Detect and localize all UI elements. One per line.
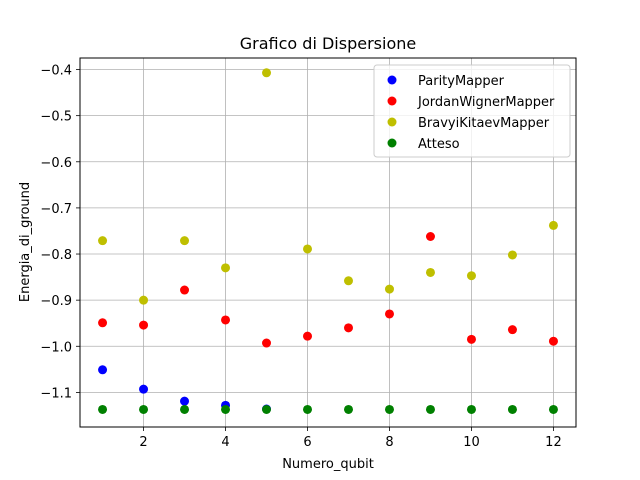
legend-entry: JordanWignerMapper [417,95,555,110]
data-points [98,68,558,414]
data-point [221,263,231,273]
x-tick-label: 12 [545,435,562,450]
data-point [384,404,394,414]
y-tick-label: −1.1 [40,386,72,401]
y-tick-label: −0.8 [40,248,72,263]
data-point [180,285,190,295]
legend-marker [387,138,397,148]
series-atteso [98,404,558,414]
data-point [548,404,558,414]
x-tick-label: 6 [303,435,311,450]
x-axis: 2 4 6 8 10 12 [139,427,562,450]
data-point [507,404,517,414]
data-point [98,404,108,414]
data-point [343,323,353,333]
legend-box [373,64,571,158]
series-jordanwignermapper [98,232,558,348]
data-point [180,404,190,414]
data-point [303,244,313,254]
data-point [98,236,108,246]
legend-marker [387,75,397,85]
data-point [466,271,476,281]
x-tick-label: 10 [463,435,480,450]
data-point [425,404,435,414]
y-tick-label: −0.5 [40,110,72,125]
x-tick-label: 4 [221,435,229,450]
data-point [139,384,149,394]
chart-title: Grafico di Dispersione [240,34,416,53]
y-tick-label: −1.0 [40,340,72,355]
legend-entry: ParityMapper [418,74,505,89]
legend-entry: BravyiKitaevMapper [418,116,550,131]
data-point [384,284,394,294]
series-bravyikitaevmapper [98,68,558,305]
legend: ParityMapper JordanWignerMapper BravyiKita… [373,64,571,158]
plot-area-frame [79,57,577,428]
x-tick-label: 8 [385,435,393,450]
data-point [425,267,435,277]
data-point [221,404,231,414]
data-point [98,318,108,328]
data-point [98,365,108,375]
data-point [139,320,149,330]
data-point [139,295,149,305]
grid [80,58,576,427]
data-point [180,396,190,406]
data-point [507,325,517,335]
data-point [425,232,435,242]
legend-marker [387,117,397,127]
y-tick-label: −0.4 [40,64,72,79]
y-axis-label: Energia_di_ground [18,182,33,302]
data-point [262,338,272,348]
data-point [343,404,353,414]
data-point [466,404,476,414]
y-tick-label: −0.9 [40,294,72,309]
data-point [262,68,272,78]
data-point [180,236,190,246]
legend-marker [387,96,397,106]
data-point [221,315,231,325]
data-point [139,404,149,414]
data-point [303,331,313,341]
data-point [384,309,394,319]
legend-entry: Atteso [418,137,460,152]
x-tick-label: 2 [139,435,147,450]
y-tick-label: −0.7 [40,202,72,217]
x-axis-label: Numero_qubit [282,457,374,472]
data-point [507,250,517,260]
y-axis: −1.1 −1.0 −0.9 −0.8 −0.7 −0.6 −0.5 −0.4 [40,64,80,401]
y-tick-label: −0.6 [40,156,72,171]
data-point [262,404,272,414]
data-point [548,336,558,346]
data-point [343,276,353,286]
data-point [303,404,313,414]
data-point [466,334,476,344]
data-point [548,220,558,230]
